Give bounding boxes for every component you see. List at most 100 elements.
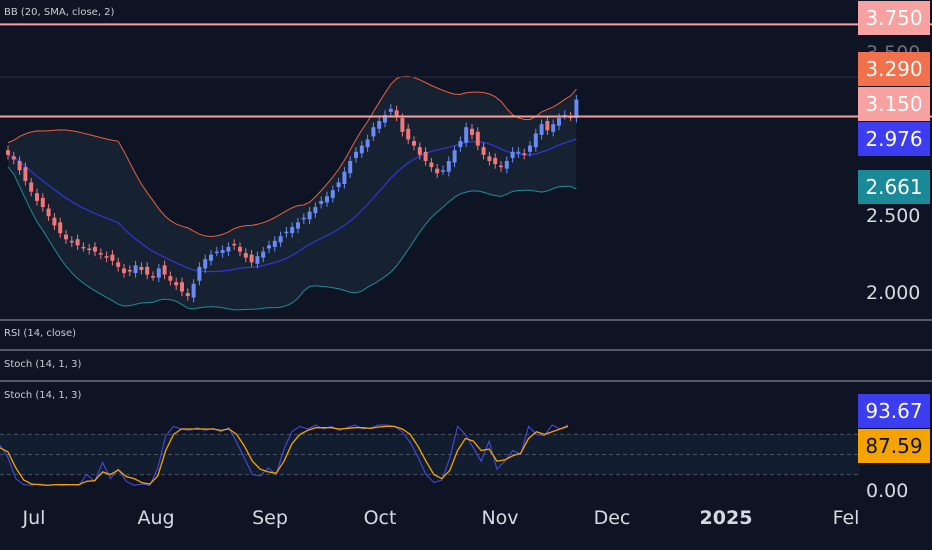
candle-body bbox=[435, 168, 440, 174]
candle-body bbox=[301, 217, 306, 220]
candle-body bbox=[29, 182, 34, 192]
candle-body bbox=[493, 157, 498, 165]
candle-body bbox=[133, 265, 138, 274]
candle-body bbox=[319, 200, 324, 204]
candle-body bbox=[522, 153, 527, 155]
month-label: Jul bbox=[22, 507, 46, 529]
candle-body bbox=[551, 124, 556, 132]
candle-body bbox=[64, 234, 68, 240]
candle-body bbox=[377, 121, 382, 129]
candle-body bbox=[342, 171, 347, 185]
candle-body bbox=[220, 250, 225, 254]
candle-body bbox=[168, 276, 173, 281]
candle-body bbox=[452, 150, 457, 163]
price-axis-label: 2.500 bbox=[866, 205, 921, 227]
candle-body bbox=[87, 248, 92, 251]
candle-body bbox=[441, 170, 445, 172]
candle-body bbox=[226, 246, 231, 252]
stoch-legend-2[interactable]: Stoch (14, 1, 3) bbox=[4, 390, 82, 401]
candle-body bbox=[406, 128, 411, 140]
candle-body bbox=[180, 282, 184, 292]
stoch-legend-1[interactable]: Stoch (14, 1, 3) bbox=[4, 359, 82, 370]
stoch-d-line bbox=[0, 425, 569, 486]
candle-body bbox=[475, 131, 480, 146]
candle-body bbox=[52, 217, 57, 226]
candle-body bbox=[151, 276, 155, 278]
candle-body bbox=[69, 240, 74, 243]
candle-body bbox=[296, 222, 300, 229]
month-label: Fel bbox=[832, 507, 860, 529]
price-tag-3150: 3.150 bbox=[858, 87, 930, 121]
candle-body bbox=[429, 162, 434, 168]
candle-body bbox=[394, 110, 399, 117]
candle-body bbox=[487, 156, 492, 161]
bb-fill bbox=[8, 76, 577, 310]
stoch-plot bbox=[0, 424, 860, 486]
candle-body bbox=[185, 293, 190, 297]
candle-body bbox=[11, 156, 16, 160]
candle-body bbox=[17, 160, 22, 171]
candle-body bbox=[127, 269, 132, 272]
candle-body bbox=[261, 251, 266, 258]
candle-body bbox=[539, 124, 544, 135]
candle-body bbox=[98, 253, 103, 255]
bollinger-bands bbox=[7, 75, 577, 311]
candle-body bbox=[325, 196, 329, 203]
candle-body bbox=[174, 282, 179, 286]
candle-body bbox=[203, 259, 208, 269]
candle-body bbox=[458, 141, 463, 148]
candle-body bbox=[93, 246, 97, 252]
month-label: Nov bbox=[481, 507, 519, 529]
bb-lower-line bbox=[7, 166, 577, 311]
candle-body bbox=[249, 254, 254, 263]
price-tag-2661: 2.661 bbox=[858, 170, 930, 204]
stoch-axis-label: 0.00 bbox=[866, 480, 909, 502]
candle-body bbox=[110, 254, 115, 261]
candle-body bbox=[557, 118, 561, 126]
candle-body bbox=[574, 99, 579, 119]
month-label: Aug bbox=[137, 507, 175, 529]
candle-body bbox=[470, 128, 474, 135]
candle-body bbox=[348, 160, 353, 174]
candle-body bbox=[313, 207, 318, 214]
price-tag-2976: 2.976 bbox=[858, 122, 930, 156]
candle-body bbox=[359, 145, 364, 154]
candle-body bbox=[307, 211, 312, 220]
candle-body bbox=[365, 139, 370, 148]
rsi-legend[interactable]: RSI (14, close) bbox=[4, 328, 77, 339]
candle-body bbox=[510, 151, 515, 158]
candle-body bbox=[533, 133, 538, 148]
bb-legend[interactable]: BB (20, SMA, close, 2) bbox=[4, 7, 115, 18]
candle-body bbox=[371, 127, 376, 137]
candle-body bbox=[388, 108, 393, 112]
month-label: 2025 bbox=[699, 507, 753, 529]
candle-body bbox=[156, 268, 161, 278]
candle-body bbox=[75, 239, 80, 246]
price-tag-3750: 3.750 bbox=[858, 1, 930, 35]
candle-body bbox=[255, 256, 260, 264]
month-label: Oct bbox=[363, 507, 397, 529]
candle-body bbox=[139, 266, 144, 270]
candle-body bbox=[446, 160, 451, 172]
price-axis-label: 2.000 bbox=[866, 282, 921, 304]
candle-body bbox=[122, 268, 126, 274]
stoch-k-tag: 93.67 bbox=[858, 394, 930, 428]
candle-body bbox=[81, 246, 86, 249]
candle-body bbox=[191, 283, 196, 298]
month-label: Dec bbox=[593, 507, 631, 529]
candle-body bbox=[116, 262, 121, 267]
candle-body bbox=[58, 222, 63, 234]
candle-body bbox=[528, 145, 532, 152]
candle-body bbox=[423, 151, 428, 161]
candle-body bbox=[209, 254, 213, 261]
candle-body bbox=[417, 147, 422, 155]
candle-body bbox=[330, 190, 335, 198]
candle-body bbox=[267, 245, 271, 249]
candle-body bbox=[243, 253, 248, 258]
pane-separators bbox=[0, 23, 932, 382]
candle-body bbox=[499, 165, 503, 168]
bb-basis-line bbox=[7, 138, 577, 273]
candle-body bbox=[197, 266, 202, 281]
candle-body bbox=[284, 231, 289, 234]
